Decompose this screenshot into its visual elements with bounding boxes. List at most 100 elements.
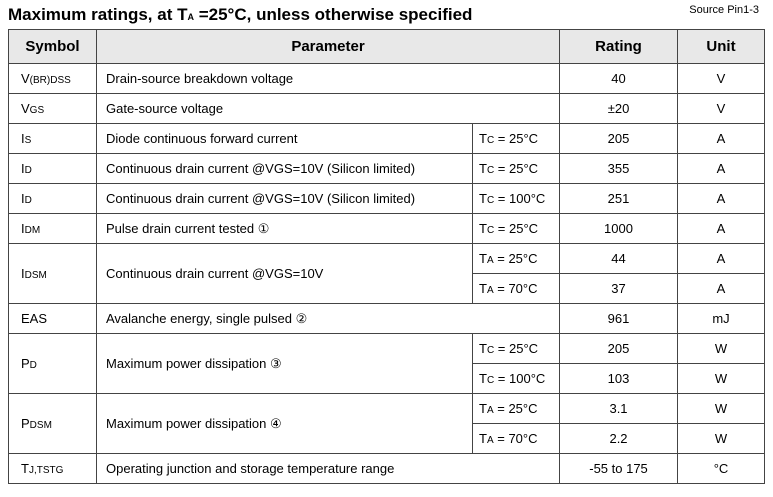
condition-rest: = 100°C [494,191,546,206]
condition-cell: TA = 25°C [471,243,561,274]
condition-rest: = 25°C [494,131,539,146]
condition-rest: = 100°C [494,371,546,386]
parameter-cell: Continuous drain current @VGS=10V [96,243,473,304]
symbol-subscript: J,TSTG [28,465,64,476]
unit-cell: W [677,393,766,424]
parameter-cell: Maximum power dissipation ③ [96,333,473,394]
symbol-subscript: D [24,165,32,176]
symbol-subscript: DSM [29,420,52,431]
symbol-main: V [21,101,30,116]
condition-subscript: C [486,375,495,386]
symbol-main: EAS [21,311,48,326]
condition-cell: TC = 25°C [471,153,561,184]
rating-cell: 961 [559,303,679,334]
condition-main: T [479,251,487,266]
parameter-cell: Avalanche energy, single pulsed ② [95,303,561,334]
unit-cell: W [677,333,766,364]
condition-subscript: C [486,135,495,146]
condition-subscript: C [486,165,495,176]
title-text: Maximum ratings, at T [8,5,188,24]
condition-subscript: C [486,225,495,236]
parameter-cell: Pulse drain current tested ① [96,213,473,244]
rating-cell: 40 [559,63,679,94]
rating-cell: -55 to 175 [559,453,679,484]
condition-cell: TC = 100°C [471,183,561,214]
page-title: Maximum ratings, at TA =25°C, unless oth… [8,5,472,25]
table-row: IDM Pulse drain current tested ① TC = 25°C… [8,213,766,244]
condition-rest: = 70°C [493,281,538,296]
symbol-cell: V(BR)DSS [8,63,97,94]
unit-cell: A [677,273,766,304]
condition-cell: TC = 25°C [471,213,561,244]
condition-main: T [479,401,487,416]
condition-main: T [479,221,487,236]
condition-main: T [479,341,487,356]
table-body: V(BR)DSS Drain-source breakdown voltage 40… [8,63,766,484]
symbol-main: I [21,191,25,206]
symbol-main: I [21,131,25,146]
rating-cell: 251 [559,183,679,214]
condition-cell: TA = 70°C [471,273,561,304]
table-row: TA = 70°C 37 A [9,273,766,304]
symbol-subscript: D [29,360,37,371]
rating-cell: 205 [559,333,679,364]
unit-cell: W [677,423,766,454]
condition-rest: = 25°C [494,221,539,236]
parameter-cell: Gate-source voltage [95,93,561,124]
symbol-main: I [21,161,25,176]
symbol-subscript: DSM [24,270,47,281]
condition-subscript: A [486,435,494,446]
parameter-cell: Operating junction and storage temperatu… [95,453,561,484]
condition-cell: TA = 25°C [471,393,561,424]
table-row: TA = 70°C 2.2 W [9,423,766,454]
rating-cell: 44 [559,243,679,274]
symbol-main: I [21,221,25,236]
rating-cell: 37 [559,273,679,304]
condition-rest: = 25°C [493,251,538,266]
condition-main: T [479,131,487,146]
symbol-main: T [21,461,29,476]
symbol-cell: PDSM [8,393,97,454]
rating-cell: 3.1 [559,393,679,424]
condition-subscript: C [486,345,495,356]
condition-main: T [479,371,487,386]
condition-subscript: A [486,255,494,266]
rating-cell: 2.2 [559,423,679,454]
unit-cell: °C [677,453,766,484]
parameter-cell: Diode continuous forward current [96,123,473,154]
condition-subscript: C [486,195,495,206]
unit-cell: A [677,183,766,214]
unit-cell: A [677,123,766,154]
rating-cell: ±20 [559,93,679,124]
symbol-subscript: D [24,195,32,206]
symbol-cell: ID [8,153,97,184]
condition-cell: TC = 25°C [471,333,561,364]
rating-cell: 1000 [559,213,679,244]
table-header-row: Symbol Parameter Rating Unit [8,29,766,64]
condition-rest: = 25°C [494,161,539,176]
rating-cell: 205 [559,123,679,154]
table-row: PD Maximum power dissipation ③ TC = 25°C 20… [8,333,766,394]
title-text-rest: =25°C, unless otherwise specified [193,5,473,24]
table-row: ID Continuous drain current @VGS=10V (Sil… [8,153,766,184]
symbol-subscript: S [24,135,32,146]
symbol-cell: EAS [8,303,97,334]
condition-rest: = 70°C [493,431,538,446]
ratings-table: Symbol Parameter Rating Unit V(BR)DSS Dra… [8,29,766,484]
condition-rest: = 25°C [493,401,538,416]
title-subscript: A [187,12,194,22]
condition-main: T [479,431,487,446]
condition-cell: TC = 25°C [471,123,561,154]
condition-main: T [479,281,487,296]
condition-main: T [479,161,487,176]
parameter-cell: Continuous drain current @VGS=10V (Silic… [96,183,473,214]
parameter-cell: Maximum power dissipation ④ [96,393,473,454]
symbol-main: I [21,266,25,281]
unit-cell: mJ [677,303,766,334]
unit-cell: W [677,363,766,394]
source-note: Source Pin1-3 [689,4,759,16]
unit-cell: A [677,243,766,274]
symbol-cell: PD [8,333,97,394]
header-rating: Rating [559,29,679,64]
table-row: VGS Gate-source voltage ±20 V [8,93,766,124]
